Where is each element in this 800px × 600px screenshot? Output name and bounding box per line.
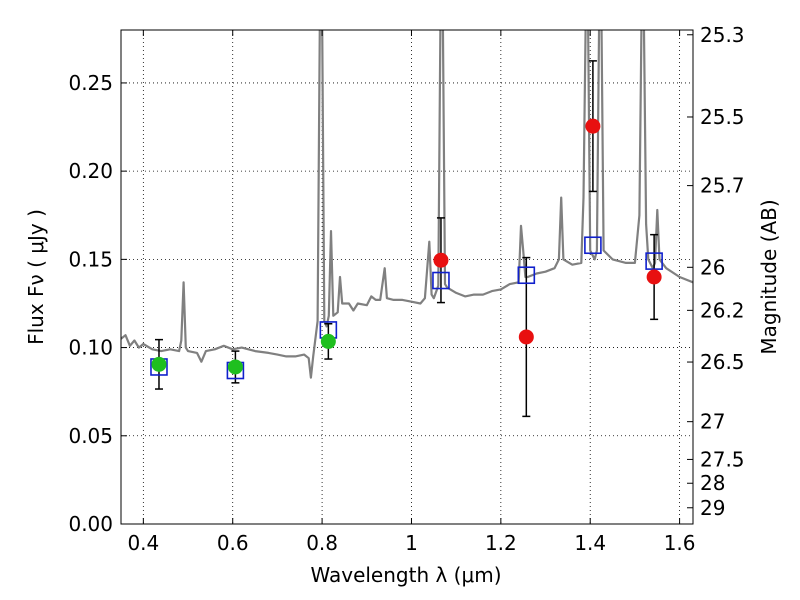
green-photometry-point [227,359,243,375]
model-bandflux-square [584,236,602,255]
red-photometry-point [518,329,534,345]
y2-tick-label: 27 [700,410,725,434]
y2-tick-label: 25.7 [700,174,745,198]
y2-tick-label: 29 [700,496,725,520]
y-tick-label: 0.00 [68,512,113,536]
model-spectrum-line [121,30,693,379]
y2-tick-label: 26 [700,255,725,279]
y2-tick-label: 28 [700,471,725,495]
plot-area [121,30,693,418]
x-tick-label: 1.2 [485,531,517,555]
red-photometry-point [646,269,662,285]
y-axis-label: Flux Fν ( μJy ) [24,209,48,345]
y-tick-label: 0.05 [68,424,113,448]
red-photometry-point [433,252,449,268]
x-tick-label: 1.6 [664,531,696,555]
model-bandflux-square [517,266,536,285]
plot-frame [120,29,694,525]
y-tick-label: 0.25 [68,71,113,95]
y2-tick-label: 27.5 [700,447,745,471]
x-tick-label: 1.4 [574,531,606,555]
x-tick-label: 1 [405,531,418,555]
axes: 0.4 0.6 0.8 1 1.2 1.4 1.6 0.00 0.05 0.10 0.15 0.20 0… [68,23,744,555]
y-tick-label: 0.10 [68,336,113,360]
green-photometry-point [151,356,167,372]
y2-tick-label: 25.5 [700,105,745,129]
model-bandflux-square [645,252,663,270]
y-tick-label: 0.15 [68,247,113,271]
x-tick-label: 0.8 [306,531,338,555]
y2-axis-label: Magnitude (AB) [757,199,781,354]
red-photometry-point [585,118,601,134]
green-photometry-point [320,333,336,349]
x-tick-label: 0.6 [217,531,249,555]
x-tick-label: 0.4 [127,531,159,555]
x-axis-label: Wavelength λ (μm) [310,563,501,587]
model-bandflux-square [432,271,450,290]
y-tick-label: 0.20 [68,159,113,183]
grid [121,30,693,525]
y2-tick-label: 25.3 [700,23,745,47]
y2-tick-label: 26.2 [700,298,745,322]
y2-tick-label: 26.5 [700,350,745,374]
